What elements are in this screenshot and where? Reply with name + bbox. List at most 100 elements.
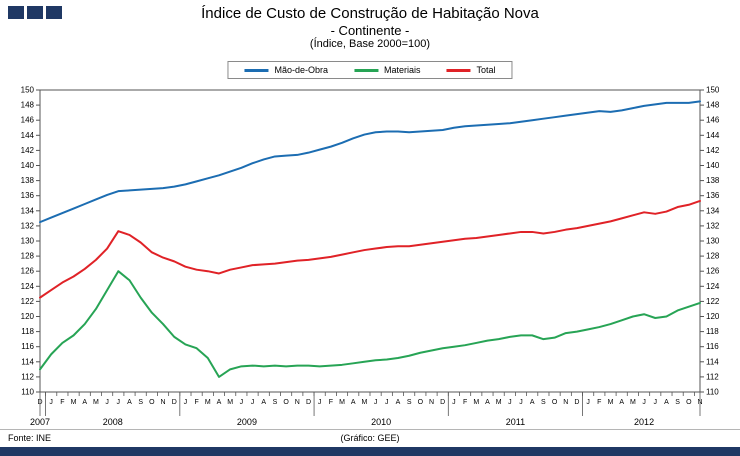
x-axis-month-label: J [117, 399, 121, 406]
y-axis-tick-label-right: 136 [706, 191, 720, 200]
x-axis-month-label: O [552, 399, 558, 406]
y-axis-tick-label: 122 [21, 297, 35, 306]
y-axis-tick-label-right: 112 [706, 372, 719, 381]
y-axis-tick-label: 118 [21, 327, 34, 336]
x-axis-month-label: N [563, 399, 568, 406]
chart-area: 110 110 112 112 114 114 116 116 118 118 120 120 122 1… [0, 82, 740, 430]
y-axis-tick-label-right: 128 [706, 252, 720, 261]
x-axis-month-label: J [508, 399, 512, 406]
y-axis-tick-label: 144 [21, 131, 35, 140]
y-axis-tick-label: 136 [21, 191, 35, 200]
legend-swatch [446, 68, 471, 72]
x-axis-month-label: M [205, 399, 211, 406]
y-axis-tick-label: 138 [21, 176, 35, 185]
chart-titles: Índice de Custo de Construção de Habitaç… [0, 5, 740, 51]
x-axis-month-label: O [283, 399, 289, 406]
y-axis-tick-label-right: 148 [706, 101, 720, 110]
x-axis-month-label: J [452, 399, 456, 406]
x-axis-month-label: A [485, 399, 490, 406]
x-axis-year-label: 2010 [371, 417, 391, 427]
x-axis-month-label: M [93, 399, 99, 406]
x-axis-month-label: O [686, 399, 692, 406]
y-axis-tick-label-right: 144 [706, 131, 720, 140]
y-axis-tick-label-right: 140 [706, 161, 720, 170]
x-axis-month-label: M [608, 399, 614, 406]
x-axis-month-label: J [642, 399, 646, 406]
series-line-total [39, 199, 701, 299]
x-axis-month-label: M [496, 399, 502, 406]
x-axis-month-label: J [586, 399, 590, 406]
y-axis-tick-label: 114 [21, 357, 34, 366]
x-axis-month-label: S [407, 399, 412, 406]
x-axis-month-label: D [574, 399, 579, 406]
y-axis-tick-label-right: 122 [706, 297, 720, 306]
y-axis-tick-label-right: 130 [706, 237, 720, 246]
x-axis-month-label: F [194, 399, 198, 406]
series-line-m-o-de-obra [39, 100, 701, 224]
x-axis-year-label: 2008 [103, 417, 123, 427]
y-axis-tick-label-right: 114 [706, 357, 719, 366]
x-axis-month-label: A [261, 399, 266, 406]
y-axis-tick-label-right: 118 [706, 327, 719, 336]
chart-legend: Mão-de-Obra Materiais Total [227, 61, 513, 79]
y-axis-tick-label: 146 [21, 116, 35, 125]
x-axis-month-label: N [295, 399, 300, 406]
x-axis-month-label: A [530, 399, 535, 406]
y-axis-tick-label: 142 [21, 146, 35, 155]
x-axis-month-label: J [105, 399, 109, 406]
x-axis-month-label: O [418, 399, 424, 406]
footer-divider [0, 429, 740, 430]
y-axis-tick-label: 140 [21, 161, 35, 170]
x-axis-month-label: F [60, 399, 64, 406]
legend-swatch [244, 68, 269, 72]
x-axis-month-label: M [361, 399, 367, 406]
x-axis-month-label: S [273, 399, 278, 406]
y-axis-tick-label-right: 126 [706, 267, 720, 276]
y-axis-tick-label: 150 [21, 86, 35, 95]
x-axis-month-label: D [440, 399, 445, 406]
y-axis-tick-label: 128 [21, 252, 35, 261]
legend-swatch [354, 68, 378, 72]
y-axis-tick-label: 124 [21, 282, 35, 291]
y-axis-tick-label-right: 150 [706, 86, 720, 95]
y-axis-tick-label: 126 [21, 267, 35, 276]
logo [8, 6, 62, 19]
x-axis-month-label: A [619, 399, 624, 406]
x-axis-month-label: M [339, 399, 345, 406]
x-axis-year-label: 2011 [506, 417, 525, 427]
x-axis-month-label: S [138, 399, 143, 406]
x-axis-month-label: A [351, 399, 356, 406]
y-axis-tick-label: 148 [21, 101, 35, 110]
x-axis-month-label: A [396, 399, 401, 406]
logo-square [46, 6, 62, 19]
x-axis-month-label: J [318, 399, 322, 406]
x-axis-month-label: M [630, 399, 636, 406]
x-axis-month-label: J [240, 399, 244, 406]
legend-item-total: Total [446, 65, 496, 75]
x-axis-year-label: 2007 [30, 417, 50, 427]
footer-credit: (Gráfico: GEE) [340, 433, 400, 443]
y-axis-tick-label: 132 [21, 221, 35, 230]
y-axis-tick-label-right: 138 [706, 176, 720, 185]
footer-source: Fonte: INE [8, 433, 52, 443]
y-axis-tick-label: 120 [21, 312, 35, 321]
x-axis-month-label: M [227, 399, 233, 406]
x-axis-month-label: J [519, 399, 523, 406]
line-chart: 110 110 112 112 114 114 116 116 118 118 120 120 122 1… [21, 86, 720, 428]
legend-item-m-o-de-obra: Mão-de-Obra [244, 65, 328, 75]
x-axis-month-label: F [463, 399, 467, 406]
chart-index-note: (Índice, Base 2000=100) [309, 38, 431, 50]
x-axis-month-label: J [385, 399, 389, 406]
y-axis-tick-label-right: 146 [706, 116, 720, 125]
x-axis-month-label: O [149, 399, 155, 406]
x-axis-month-label: A [82, 399, 87, 406]
x-axis-month-label: F [329, 399, 333, 406]
x-axis-month-label: F [597, 399, 601, 406]
y-axis-tick-label: 110 [21, 388, 34, 397]
series-line-materiais [39, 270, 701, 378]
chart-subtitle: - Continente - [330, 23, 410, 38]
x-axis-month-label: A [127, 399, 132, 406]
x-axis-month-label: S [541, 399, 546, 406]
x-axis-month-label: N [161, 399, 166, 406]
